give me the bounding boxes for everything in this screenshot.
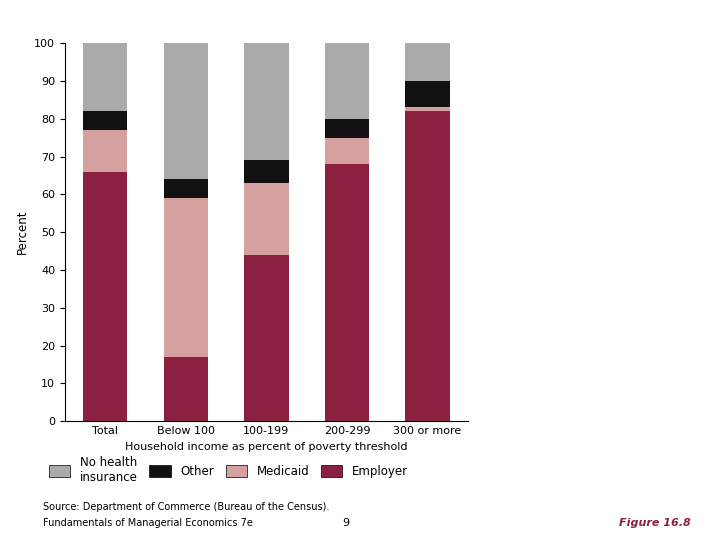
- Bar: [163, 179, 208, 198]
- Bar: [83, 111, 127, 130]
- Bar: [405, 43, 450, 81]
- Legend: No health
insurance, Other, Medicaid, Employer: No health insurance, Other, Medicaid, Em…: [49, 456, 408, 484]
- Bar: [325, 119, 369, 138]
- Bar: [244, 255, 289, 421]
- Bar: [405, 111, 450, 421]
- Bar: [244, 160, 289, 183]
- X-axis label: Household income as percent of poverty threshold: Household income as percent of poverty t…: [125, 442, 408, 451]
- Bar: [83, 172, 127, 421]
- Bar: [244, 43, 289, 160]
- Bar: [325, 138, 369, 164]
- Bar: [163, 357, 208, 421]
- Text: 9: 9: [342, 518, 349, 529]
- Bar: [244, 183, 289, 255]
- Bar: [325, 43, 369, 119]
- Bar: [83, 130, 127, 172]
- Text: Figure 16.8: Figure 16.8: [619, 518, 691, 529]
- Bar: [163, 198, 208, 357]
- Text: Fundamentals of Managerial Economics 7e: Fundamentals of Managerial Economics 7e: [43, 518, 253, 529]
- Text: Health
Insurance
Coverage of
Those Under 65,
by Insurance
Type and
Income, 1999: Health Insurance Coverage of Those Under…: [523, 140, 658, 281]
- Text: Source: Department of Commerce (Bureau of the Census).: Source: Department of Commerce (Bureau o…: [43, 502, 330, 512]
- Bar: [405, 107, 450, 111]
- Bar: [325, 164, 369, 421]
- Bar: [83, 43, 127, 111]
- Bar: [163, 43, 208, 179]
- Bar: [405, 81, 450, 107]
- Y-axis label: Percent: Percent: [16, 210, 29, 254]
